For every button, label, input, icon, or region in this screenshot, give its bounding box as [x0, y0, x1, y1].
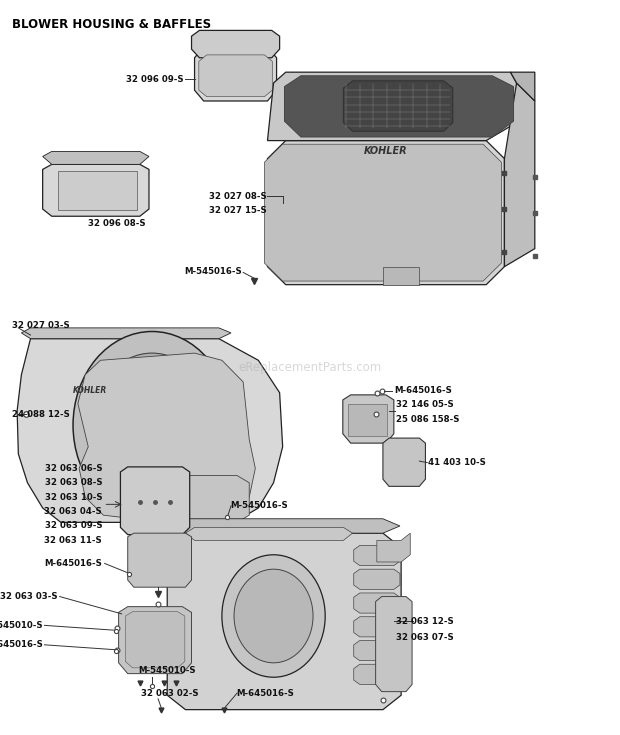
- Polygon shape: [354, 593, 400, 613]
- Circle shape: [234, 569, 313, 663]
- Polygon shape: [128, 533, 192, 587]
- Polygon shape: [377, 533, 410, 562]
- Polygon shape: [383, 267, 419, 284]
- Text: M-545016-S: M-545016-S: [184, 268, 242, 276]
- Polygon shape: [120, 467, 190, 534]
- Text: M-545010-S: M-545010-S: [139, 665, 197, 675]
- Polygon shape: [185, 528, 353, 540]
- Polygon shape: [354, 545, 400, 566]
- Text: M-645016-S: M-645016-S: [44, 559, 102, 568]
- Text: M-545016-S: M-545016-S: [230, 501, 288, 510]
- Polygon shape: [167, 533, 401, 710]
- Text: 32 063 10-S: 32 063 10-S: [45, 492, 102, 502]
- Bar: [348, 404, 387, 436]
- Polygon shape: [354, 640, 400, 661]
- Polygon shape: [17, 339, 283, 523]
- Polygon shape: [354, 617, 400, 637]
- Text: 32 063 06-S: 32 063 06-S: [45, 464, 102, 473]
- Bar: [58, 171, 137, 210]
- Text: 41 403 10-S: 41 403 10-S: [428, 458, 486, 467]
- Polygon shape: [354, 569, 400, 589]
- Text: M-545010-S: M-545010-S: [0, 621, 43, 630]
- Polygon shape: [192, 30, 280, 58]
- Polygon shape: [376, 597, 412, 692]
- Polygon shape: [199, 55, 272, 97]
- Text: 32 063 12-S: 32 063 12-S: [396, 617, 454, 625]
- Polygon shape: [158, 476, 249, 523]
- Text: M-645016-S: M-645016-S: [394, 386, 452, 395]
- Polygon shape: [118, 606, 192, 673]
- Text: 32 027 08-S: 32 027 08-S: [208, 192, 266, 201]
- Text: 25 086 158-S: 25 086 158-S: [396, 415, 460, 424]
- Text: 32 027 15-S: 32 027 15-S: [208, 206, 266, 215]
- Polygon shape: [169, 519, 400, 533]
- Polygon shape: [195, 47, 277, 101]
- Circle shape: [91, 353, 213, 497]
- Text: 32 063 02-S: 32 063 02-S: [141, 689, 199, 698]
- Text: 32 063 07-S: 32 063 07-S: [396, 633, 454, 642]
- Polygon shape: [267, 72, 516, 140]
- Text: 32 063 03-S: 32 063 03-S: [0, 592, 58, 601]
- Polygon shape: [267, 140, 505, 284]
- Polygon shape: [264, 144, 502, 281]
- Polygon shape: [125, 612, 185, 668]
- Text: 32 027 03-S: 32 027 03-S: [12, 321, 70, 330]
- Polygon shape: [78, 353, 255, 519]
- Circle shape: [222, 555, 325, 677]
- Text: 32 096 08-S: 32 096 08-S: [88, 219, 146, 228]
- Text: 32 063 11-S: 32 063 11-S: [45, 536, 102, 545]
- Polygon shape: [354, 664, 400, 684]
- Text: KOHLER: KOHLER: [364, 146, 408, 157]
- Polygon shape: [383, 438, 425, 487]
- Circle shape: [73, 331, 231, 519]
- Polygon shape: [21, 328, 231, 339]
- Polygon shape: [285, 76, 513, 137]
- Text: KOHLER: KOHLER: [73, 386, 107, 395]
- Text: 24 088 12-S: 24 088 12-S: [12, 410, 70, 419]
- Text: M-645016-S: M-645016-S: [0, 640, 43, 649]
- Text: M-645016-S: M-645016-S: [236, 689, 294, 698]
- Polygon shape: [343, 81, 453, 132]
- Text: 32 096 09-S: 32 096 09-S: [126, 75, 184, 84]
- Text: 32 146 05-S: 32 146 05-S: [396, 401, 454, 409]
- Circle shape: [128, 396, 176, 454]
- Polygon shape: [510, 72, 535, 101]
- Text: BLOWER HOUSING & BAFFLES: BLOWER HOUSING & BAFFLES: [12, 18, 211, 31]
- Polygon shape: [505, 83, 535, 267]
- Text: eReplacementParts.com: eReplacementParts.com: [238, 361, 382, 374]
- Text: 32 063 08-S: 32 063 08-S: [45, 478, 102, 487]
- Text: 32 063 09-S: 32 063 09-S: [45, 521, 102, 531]
- Polygon shape: [343, 395, 394, 443]
- Text: 32 063 04-S: 32 063 04-S: [45, 507, 102, 516]
- Polygon shape: [43, 165, 149, 216]
- Polygon shape: [43, 151, 149, 165]
